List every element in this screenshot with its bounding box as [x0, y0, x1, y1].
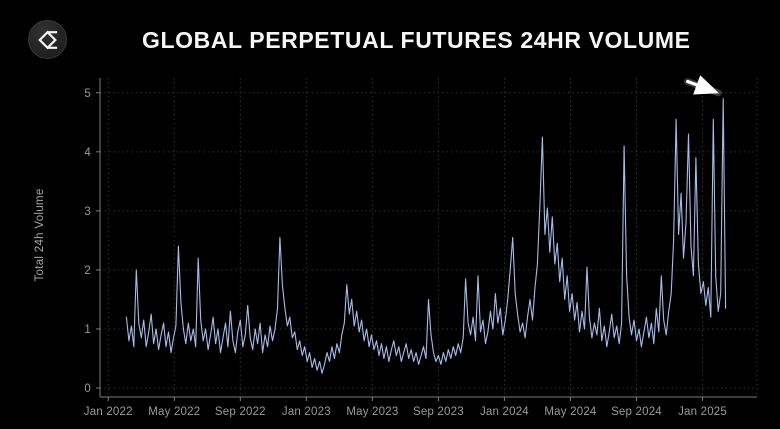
y-tick-label: 3	[84, 206, 91, 218]
y-tick-label: 1	[84, 324, 91, 336]
axes	[96, 78, 757, 401]
velo-logo-button[interactable]	[28, 20, 67, 59]
x-tick-label: May 2024	[544, 406, 597, 418]
x-tick-label: Jan 2025	[678, 406, 727, 418]
x-tick-label: May 2022	[148, 406, 200, 418]
x-tick-label: Jan 2023	[282, 406, 331, 418]
volume-line	[125, 98, 727, 374]
chart-title: GLOBAL PERPETUAL FUTURES 24HR VOLUME	[142, 27, 691, 53]
x-tick-label: Sep 2022	[215, 406, 266, 418]
y-tick-label: 0	[84, 383, 91, 395]
x-tick-label: May 2023	[346, 406, 398, 418]
volume-line-series	[125, 98, 727, 374]
x-tick-label: Sep 2024	[611, 406, 662, 418]
velo-sigma-icon	[37, 30, 57, 49]
y-tick-label: 5	[84, 88, 91, 100]
x-tick-label: Jan 2024	[480, 406, 529, 418]
y-tick-label: 4	[84, 147, 91, 159]
y-tick-label: 2	[84, 265, 91, 277]
arrow-line	[686, 75, 720, 95]
x-tick-label: Jan 2022	[84, 406, 133, 418]
x-tick-labels: Jan 2022 May 2022 Sep 2022 Jan 2023 May 2023…	[84, 406, 727, 418]
x-tick-label: Sep 2023	[413, 406, 464, 418]
gridlines	[100, 78, 758, 397]
y-tick-labels: 0 1 2 3 4 5	[84, 88, 91, 395]
arrow-annotation	[684, 75, 722, 97]
y-axis-label: Total 24h Volume	[34, 188, 46, 282]
